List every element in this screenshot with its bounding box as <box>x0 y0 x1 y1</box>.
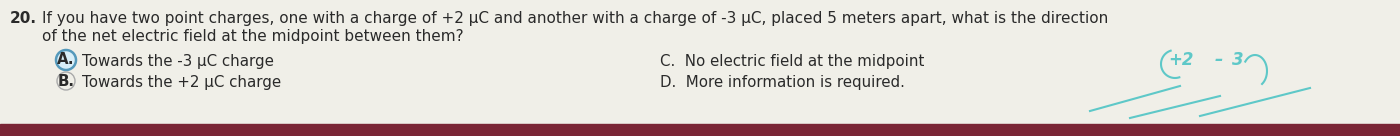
Circle shape <box>56 50 76 70</box>
Bar <box>0 124 1400 136</box>
Text: +2: +2 <box>1168 51 1193 69</box>
Text: 20.: 20. <box>10 11 36 26</box>
Text: D.  More information is required.: D. More information is required. <box>659 75 904 90</box>
Text: of the net electric field at the midpoint between them?: of the net electric field at the midpoin… <box>42 29 463 44</box>
Text: –: – <box>1215 51 1224 69</box>
Text: B.: B. <box>57 73 74 89</box>
Text: Towards the -3 μC charge: Towards the -3 μC charge <box>83 54 274 69</box>
Text: Towards the +2 μC charge: Towards the +2 μC charge <box>83 75 281 90</box>
Text: A.: A. <box>57 52 74 67</box>
Text: 3: 3 <box>1232 51 1243 69</box>
Text: If you have two point charges, one with a charge of +2 μC and another with a cha: If you have two point charges, one with … <box>42 11 1109 26</box>
Text: C.  No electric field at the midpoint: C. No electric field at the midpoint <box>659 54 924 69</box>
Circle shape <box>57 72 76 90</box>
